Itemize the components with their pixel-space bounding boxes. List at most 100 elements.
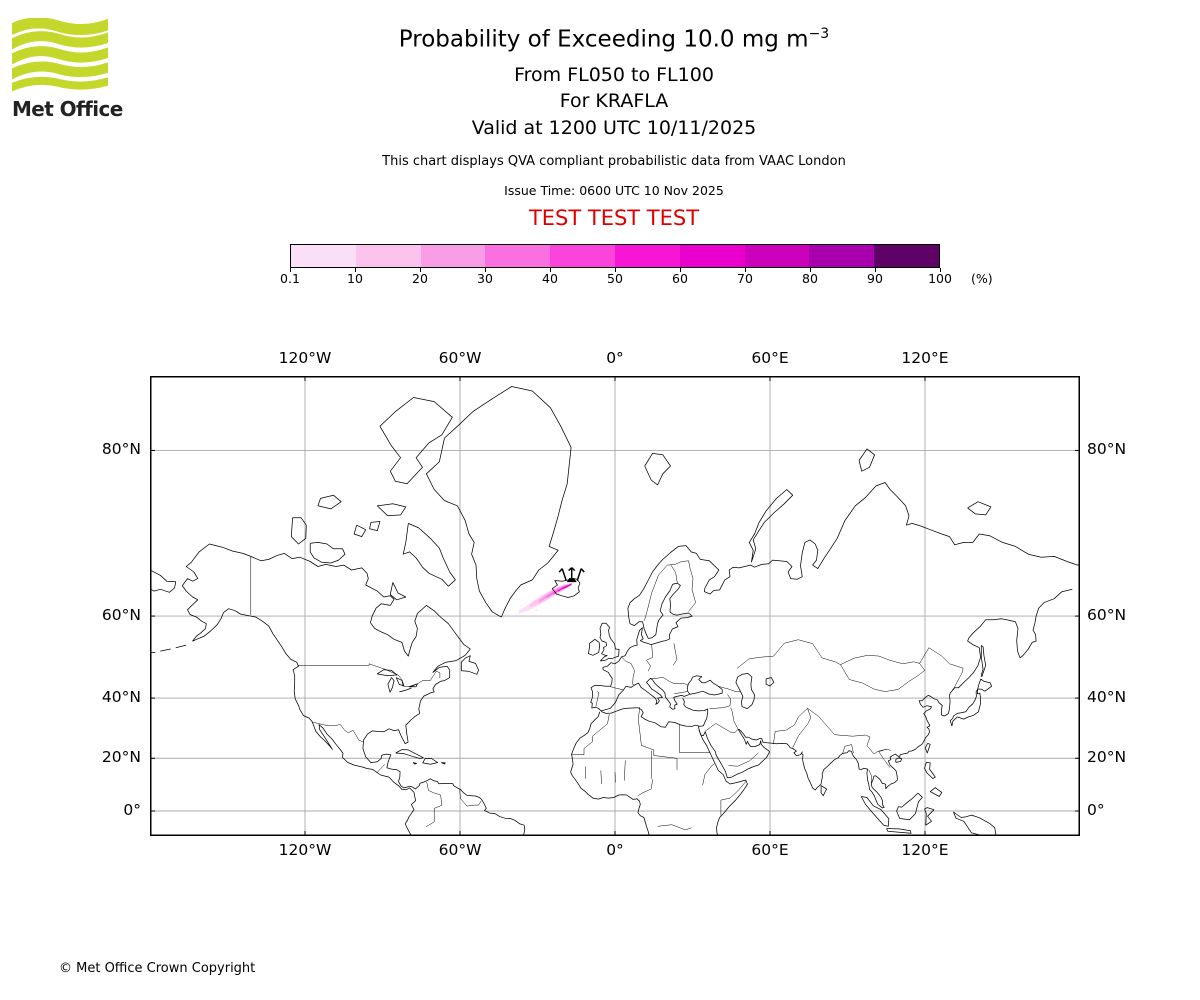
coastline (599, 622, 620, 662)
lon-tick-label: 120°W (278, 349, 332, 367)
page-title-exponent: −3 (808, 26, 830, 42)
ash-probability-speck (535, 609, 537, 611)
country-border (718, 686, 741, 693)
coastline (644, 453, 671, 486)
lat-tick-label: 20°N (101, 748, 141, 767)
coastline (860, 796, 890, 827)
lon-tick-label: 0° (606, 841, 624, 859)
coastline (949, 678, 992, 727)
ash-probability-speck (514, 613, 517, 616)
country-border (919, 647, 964, 690)
coastline (290, 517, 307, 545)
coastline (924, 807, 935, 826)
colorbar-tick (290, 268, 291, 272)
lat-tick-label: 60°N (1087, 606, 1127, 625)
coastline (369, 521, 381, 531)
lat-tick-label: 60°N (101, 606, 141, 625)
colorbar-tick-label: 60 (672, 271, 688, 286)
colorbar-segment (744, 245, 810, 267)
colorbar-segment (679, 245, 745, 267)
lat-tick-label: 80°N (101, 440, 141, 459)
test-banner: TEST TEST TEST (528, 206, 700, 231)
coastline (412, 762, 417, 765)
colorbar-tick-label: 30 (477, 271, 493, 286)
world-map (150, 376, 1080, 836)
coastline (317, 494, 342, 510)
coastline (896, 792, 923, 821)
lon-tick-label: 60°E (751, 841, 789, 859)
volcano-vent (566, 578, 577, 583)
country-border (657, 824, 692, 831)
coastline (422, 758, 438, 765)
coastline (600, 678, 690, 712)
colorbar-segment (420, 245, 486, 267)
qva-disclaimer: This chart displays QVA compliant probab… (382, 154, 846, 170)
colorbar-tick-label: 80 (802, 271, 818, 286)
coastline (600, 697, 709, 728)
colorbar-tick (485, 268, 486, 272)
country-border (614, 772, 616, 783)
country-border (425, 782, 443, 828)
coastline (408, 683, 418, 688)
country-border (672, 643, 678, 666)
country-border (728, 752, 759, 767)
colorbar-tick-label: 50 (607, 271, 623, 286)
coastline (395, 677, 405, 686)
colorbar-tick-label: 20 (412, 271, 428, 286)
lon-tick-label: 120°E (901, 841, 949, 859)
country-border (610, 686, 624, 691)
country-border (679, 724, 711, 753)
coastline (460, 655, 479, 675)
colorbar-tick-label: 100 (928, 271, 952, 286)
ash-probability-speck (520, 605, 523, 607)
coastline (886, 828, 912, 834)
lat-tick-label: 0° (1087, 801, 1105, 819)
colorbar-segment (485, 245, 551, 267)
coastline (735, 673, 755, 709)
map-canvas (150, 376, 1080, 836)
subtitle-valid-time: Valid at 1200 UTC 10/11/2025 (471, 116, 757, 139)
coastline (980, 645, 987, 678)
lon-tick-label: 60°E (751, 349, 789, 367)
coastline (858, 448, 875, 472)
coastline (686, 675, 723, 696)
volcano-marker-krafla (558, 567, 585, 583)
coastline (309, 542, 346, 564)
country-border (624, 760, 626, 781)
coastline (748, 489, 794, 563)
coastline (924, 743, 931, 754)
lat-tick-label: 0° (123, 801, 141, 819)
page-title-text: Probability of Exceeding 10.0 mg m (398, 26, 809, 53)
country-border (297, 663, 441, 688)
colorbar-unit-label: (%) (971, 271, 993, 286)
country-border (868, 769, 872, 783)
subtitle-flight-levels: From FL050 to FL100 (514, 63, 714, 86)
country-border (720, 780, 747, 816)
country-border (459, 789, 482, 807)
colorbar-tick (615, 268, 616, 272)
country-border (670, 564, 678, 584)
header: Probability of Exceeding 10.0 mg m−3 Fro… (28, 26, 1200, 230)
country-border (674, 691, 688, 694)
coastline (588, 638, 600, 656)
ash-probability-contour (568, 584, 572, 587)
coastline (570, 711, 650, 836)
issue-time: Issue Time: 0600 UTC 10 Nov 2025 (504, 183, 724, 199)
country-border (792, 708, 812, 748)
colorbar-tick (355, 268, 356, 272)
country-border (571, 736, 593, 755)
coastline (353, 524, 367, 537)
coastline (426, 386, 572, 618)
coastline (441, 762, 446, 765)
coastline (379, 397, 453, 485)
coastline (820, 785, 827, 797)
lat-tick-label: 40°N (1087, 688, 1127, 707)
country-border (644, 560, 689, 621)
colorbar-segment (291, 245, 356, 267)
country-border (621, 656, 635, 686)
copyright-notice: © Met Office Crown Copyright (59, 961, 256, 976)
lat-tick-label: 40°N (101, 688, 141, 707)
coastline (895, 757, 903, 763)
country-border (650, 750, 652, 779)
